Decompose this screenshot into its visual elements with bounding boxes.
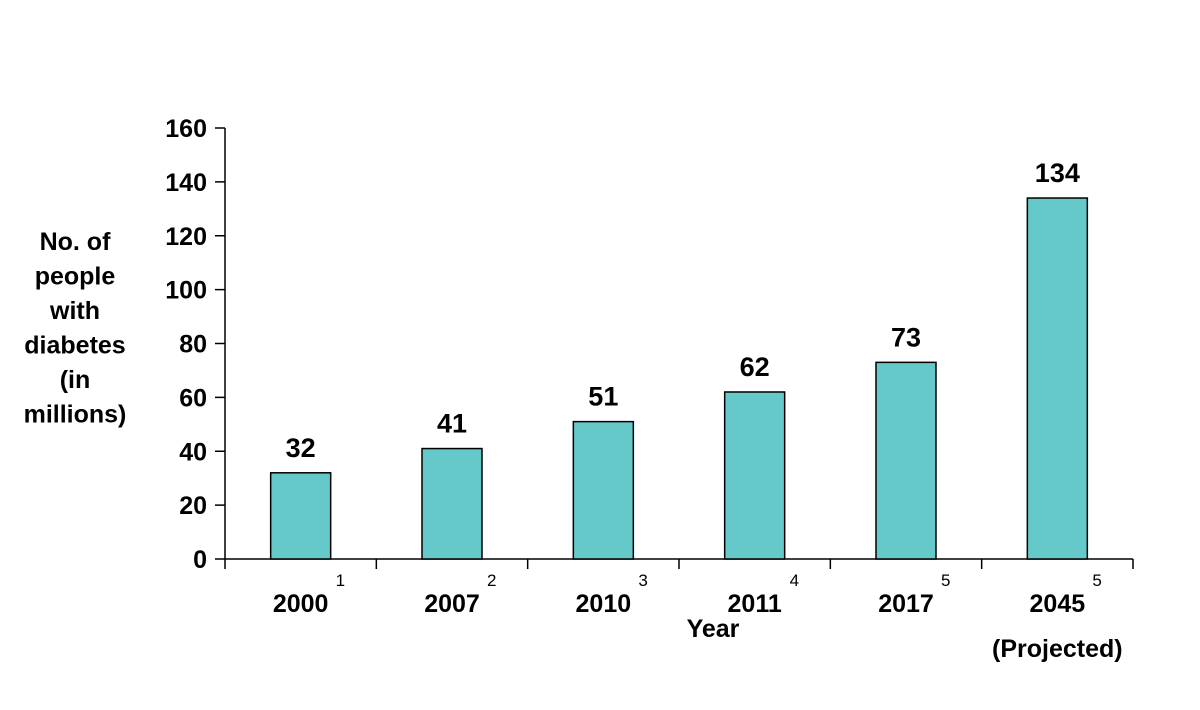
y-tick-label: 120 — [165, 223, 207, 251]
bar — [875, 361, 937, 560]
category-label: 2045 — [1030, 590, 1086, 618]
category-note: (Projected) — [992, 635, 1123, 663]
category-superscript: 5 — [941, 571, 950, 590]
category-label: 2010 — [576, 590, 632, 618]
data-label: 73 — [891, 322, 921, 352]
y-tick-label: 100 — [165, 277, 207, 305]
y-axis-title-line: (in — [60, 366, 91, 394]
bar — [269, 472, 332, 560]
y-tick-label: 60 — [179, 384, 207, 412]
category-labels: 2000 1 2007 2 2010 3 2011 4 2017 5 2045 5 (Projected… — [273, 571, 1123, 663]
y-axis-title: No. of people with diabetes (in millions) — [24, 228, 127, 429]
data-labels: 32 41 51 62 73 134 — [286, 158, 1080, 463]
y-axis-title-line: with — [49, 297, 100, 325]
x-axis — [224, 558, 1134, 569]
y-axis-title-line: people — [35, 263, 116, 291]
y-tick-label: 80 — [179, 331, 207, 359]
data-label: 41 — [437, 409, 467, 439]
y-axis-title-line: diabetes — [24, 332, 125, 360]
category-label: 2017 — [878, 590, 934, 618]
bars — [269, 197, 1089, 560]
bar — [1026, 197, 1089, 560]
category-superscript: 3 — [638, 571, 647, 590]
category-superscript: 5 — [1092, 571, 1101, 590]
y-tick-label: 0 — [193, 546, 207, 574]
category-label: 2007 — [424, 590, 480, 618]
category-superscript: 2 — [487, 571, 496, 590]
category-superscript: 4 — [790, 571, 799, 590]
x-axis-title: Year — [687, 615, 740, 643]
data-label: 32 — [286, 433, 316, 463]
category-label: 2011 — [728, 590, 782, 618]
data-label: 62 — [740, 352, 770, 382]
y-axis-title-line: No. of — [40, 228, 111, 256]
category-superscript: 1 — [336, 571, 345, 590]
bar — [723, 391, 786, 560]
data-label: 51 — [588, 382, 618, 412]
bar — [572, 420, 635, 560]
y-tick-label: 20 — [179, 492, 207, 520]
bar — [421, 447, 483, 560]
y-tick-label: 40 — [179, 438, 207, 466]
y-axis: 0 20 40 60 80 100 120 140 160 — [165, 115, 226, 574]
y-tick-label: 160 — [165, 115, 207, 143]
category-label: 2000 — [273, 590, 329, 618]
y-tick-label: 140 — [165, 169, 207, 197]
y-axis-title-line: millions) — [24, 401, 127, 429]
data-label: 134 — [1035, 158, 1080, 188]
